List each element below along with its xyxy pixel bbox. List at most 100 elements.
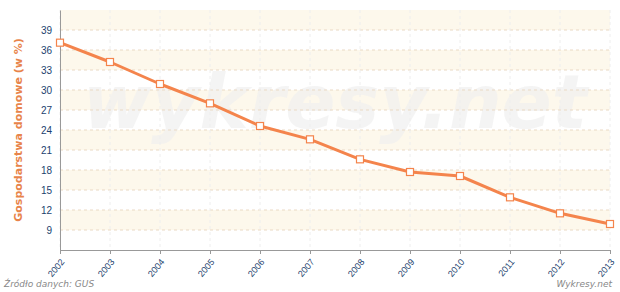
grid-line: [60, 90, 610, 91]
x-tick-mark: [360, 250, 361, 254]
x-tick-mark: [110, 250, 111, 254]
marker: [257, 123, 264, 130]
y-tick: 39: [41, 25, 60, 36]
y-tick: 9: [46, 225, 60, 236]
y-tick-label: 24: [41, 125, 53, 136]
line: [60, 43, 610, 224]
x-tick-label: 2003: [96, 257, 117, 279]
x-axis: 2002 2003 2004 2005 2006 2007 2008 2009 2010 2011…: [46, 250, 617, 279]
grid-line: [360, 10, 361, 250]
y-tick-label: 30: [41, 85, 53, 96]
y-tick: 21: [41, 145, 60, 156]
grid-line: [410, 10, 411, 250]
x-tick-mark: [210, 250, 211, 254]
x-tick-mark: [160, 250, 161, 254]
marker: [307, 136, 314, 143]
y-tick-label: 12: [41, 205, 53, 216]
y-tick-label: 18: [41, 165, 53, 176]
marker: [407, 169, 414, 176]
chart: wykresy.net 9 12 15 18 21 24 27 30 33 36 39 2002 2003…: [0, 0, 620, 292]
x-tick-mark: [410, 250, 411, 254]
y-tick: 24: [41, 125, 60, 136]
grid-line: [310, 10, 311, 250]
grid-line: [60, 170, 610, 171]
grid-band: [60, 170, 610, 190]
credit: Wykresy.net: [556, 279, 612, 289]
x-tick: 2004: [146, 250, 167, 279]
x-tick-mark: [60, 250, 61, 254]
grid-line: [160, 10, 161, 250]
x-tick-label: 2007: [296, 257, 317, 279]
x-tick-label: 2008: [346, 257, 367, 279]
x-axis-line: [61, 250, 611, 251]
x-tick-mark: [460, 250, 461, 254]
marker: [57, 39, 64, 46]
y-tick-label: 21: [41, 145, 53, 156]
x-tick: 2005: [196, 250, 217, 279]
x-tick-mark: [610, 250, 611, 254]
x-tick-label: 2010: [446, 257, 467, 279]
y-tick-label: 33: [41, 65, 53, 76]
x-tick: 2013: [596, 250, 617, 279]
grid-band: [60, 210, 610, 230]
x-tick-label: 2002: [46, 257, 67, 279]
x-tick: 2002: [46, 250, 67, 279]
grid-line: [110, 10, 111, 250]
x-tick: 2009: [396, 250, 417, 279]
x-tick-mark: [560, 250, 561, 254]
marker: [457, 173, 464, 180]
y-axis-title: Gospodarstwa domowe (w %): [12, 38, 25, 221]
x-tick-label: 2012: [546, 257, 567, 279]
y-tick: 18: [41, 165, 60, 176]
grid-line: [60, 110, 610, 111]
x-tick-label: 2009: [396, 257, 417, 279]
grid-line: [60, 190, 610, 191]
x-tick: 2010: [446, 250, 467, 279]
y-tick: 27: [41, 105, 60, 116]
marker: [107, 59, 114, 66]
y-tick-label: 9: [46, 225, 52, 236]
x-tick-mark: [510, 250, 511, 254]
y-tick: 33: [41, 65, 60, 76]
plot: wykresy.net 9 12 15 18 21 24 27 30 33 36 39 2002 2003…: [41, 10, 617, 279]
grid: [60, 10, 610, 250]
y-tick-label: 27: [41, 105, 53, 116]
x-tick: 2003: [96, 250, 117, 279]
grid-band: [60, 10, 610, 30]
x-tick: 2007: [296, 250, 317, 279]
y-tick: 30: [41, 85, 60, 96]
y-tick-label: 15: [41, 185, 53, 196]
marker: [607, 221, 614, 228]
x-tick-label: 2011: [496, 257, 516, 278]
marker: [357, 156, 364, 163]
watermark: wykresy.net: [83, 59, 590, 145]
grid-line: [60, 230, 610, 231]
marker: [507, 194, 514, 201]
x-tick: 2011: [496, 250, 516, 278]
grid-line: [60, 50, 610, 51]
y-tick-label: 39: [41, 25, 53, 36]
marker: [207, 100, 214, 107]
y-tick-label: 36: [41, 45, 53, 56]
marker: [557, 210, 564, 217]
grid-line: [60, 70, 610, 71]
x-tick-label: 2005: [196, 257, 217, 279]
marker: [157, 81, 164, 88]
series: [57, 39, 614, 227]
x-tick-label: 2004: [146, 257, 167, 279]
x-tick: 2008: [346, 250, 367, 279]
grid-line: [60, 30, 610, 31]
grid-line: [60, 210, 610, 211]
y-tick: 15: [41, 185, 60, 196]
x-tick-label: 2006: [246, 257, 267, 279]
grid-line: [60, 130, 610, 131]
grid-line: [610, 10, 611, 250]
x-tick-label: 2013: [596, 257, 617, 279]
x-tick-mark: [260, 250, 261, 254]
source: Źródło danych: GUS: [3, 278, 94, 289]
grid-line: [510, 10, 511, 250]
x-tick: 2012: [546, 250, 567, 279]
grid-line: [460, 10, 461, 250]
x-tick-mark: [310, 250, 311, 254]
y-tick: 12: [41, 205, 60, 216]
